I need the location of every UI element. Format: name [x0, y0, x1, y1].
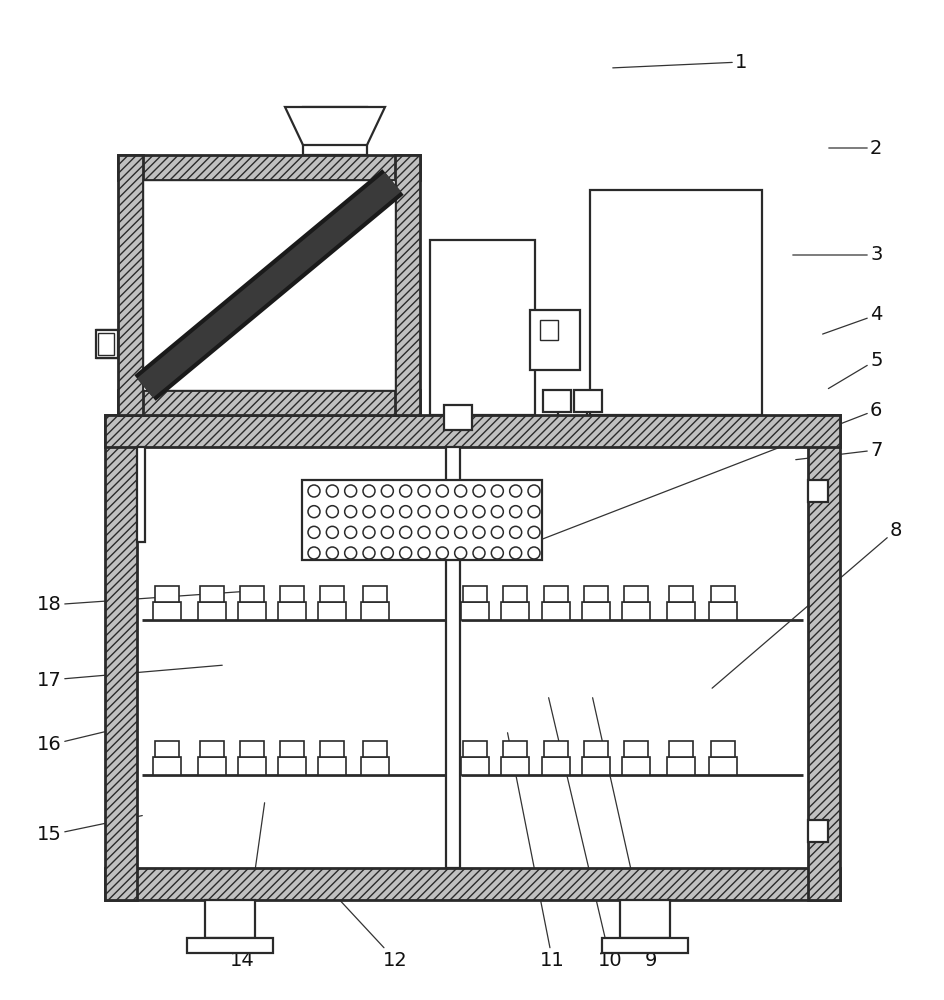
Bar: [153, 757, 181, 775]
Bar: [711, 586, 735, 602]
Bar: [667, 757, 695, 775]
Bar: [544, 741, 568, 757]
Text: 2: 2: [829, 138, 883, 157]
Text: 10: 10: [548, 698, 623, 970]
Bar: [137, 447, 808, 868]
Bar: [584, 741, 608, 757]
Bar: [361, 757, 389, 775]
Bar: [808, 480, 828, 502]
Bar: [200, 586, 224, 602]
Bar: [503, 741, 527, 757]
Bar: [430, 240, 535, 415]
Text: 1: 1: [613, 52, 748, 72]
Bar: [622, 602, 650, 620]
Bar: [530, 310, 580, 370]
Text: 3: 3: [793, 245, 883, 264]
Bar: [118, 155, 420, 180]
Bar: [318, 757, 346, 775]
Bar: [667, 602, 695, 620]
Text: 11: 11: [508, 733, 565, 970]
Bar: [542, 757, 570, 775]
Bar: [105, 415, 137, 900]
Bar: [278, 602, 306, 620]
Bar: [620, 900, 670, 938]
Bar: [624, 586, 648, 602]
Bar: [143, 180, 395, 390]
Bar: [187, 938, 273, 953]
Bar: [395, 155, 420, 415]
Bar: [361, 602, 389, 620]
Text: 4: 4: [822, 306, 883, 334]
Bar: [808, 415, 840, 900]
Bar: [205, 900, 255, 938]
Text: 14: 14: [230, 803, 264, 970]
Bar: [622, 757, 650, 775]
Bar: [602, 938, 688, 953]
Bar: [280, 586, 304, 602]
Bar: [238, 602, 266, 620]
Bar: [543, 390, 571, 412]
Text: 17: 17: [37, 665, 222, 690]
Bar: [153, 602, 181, 620]
Bar: [320, 741, 344, 757]
Bar: [96, 330, 118, 358]
Bar: [118, 155, 143, 415]
Bar: [461, 757, 489, 775]
Bar: [709, 757, 737, 775]
Bar: [320, 586, 344, 602]
Text: 16: 16: [37, 731, 110, 754]
Bar: [582, 602, 610, 620]
Bar: [624, 741, 648, 757]
Text: 9: 9: [593, 698, 657, 970]
Bar: [238, 757, 266, 775]
Bar: [711, 741, 735, 757]
Bar: [318, 602, 346, 620]
Bar: [105, 415, 840, 447]
Bar: [463, 741, 487, 757]
Bar: [574, 390, 602, 412]
Bar: [363, 741, 387, 757]
Bar: [302, 480, 542, 560]
Text: 8: 8: [712, 520, 902, 688]
Bar: [501, 602, 529, 620]
Bar: [98, 333, 114, 355]
Bar: [544, 586, 568, 602]
Bar: [669, 741, 693, 757]
Bar: [590, 190, 762, 415]
Bar: [669, 586, 693, 602]
Bar: [582, 757, 610, 775]
Bar: [240, 586, 264, 602]
Polygon shape: [285, 107, 385, 145]
Bar: [709, 602, 737, 620]
Bar: [584, 586, 608, 602]
Bar: [461, 602, 489, 620]
Bar: [198, 757, 226, 775]
Bar: [118, 390, 420, 415]
Text: 12: 12: [337, 897, 408, 970]
Text: 15: 15: [37, 816, 143, 844]
Text: 6: 6: [543, 400, 883, 539]
Bar: [501, 757, 529, 775]
Text: 7: 7: [796, 440, 883, 460]
Bar: [278, 757, 306, 775]
Bar: [240, 741, 264, 757]
Text: 18: 18: [37, 590, 262, 614]
Bar: [200, 741, 224, 757]
Bar: [155, 741, 179, 757]
Bar: [155, 586, 179, 602]
Bar: [808, 820, 828, 842]
Bar: [503, 586, 527, 602]
Bar: [363, 586, 387, 602]
Bar: [105, 868, 840, 900]
Bar: [446, 447, 460, 868]
Bar: [280, 741, 304, 757]
Bar: [463, 586, 487, 602]
Text: 5: 5: [829, 351, 883, 389]
Bar: [137, 447, 145, 542]
Bar: [542, 602, 570, 620]
Bar: [303, 107, 367, 155]
Bar: [540, 320, 558, 340]
Bar: [198, 602, 226, 620]
Bar: [444, 405, 472, 430]
